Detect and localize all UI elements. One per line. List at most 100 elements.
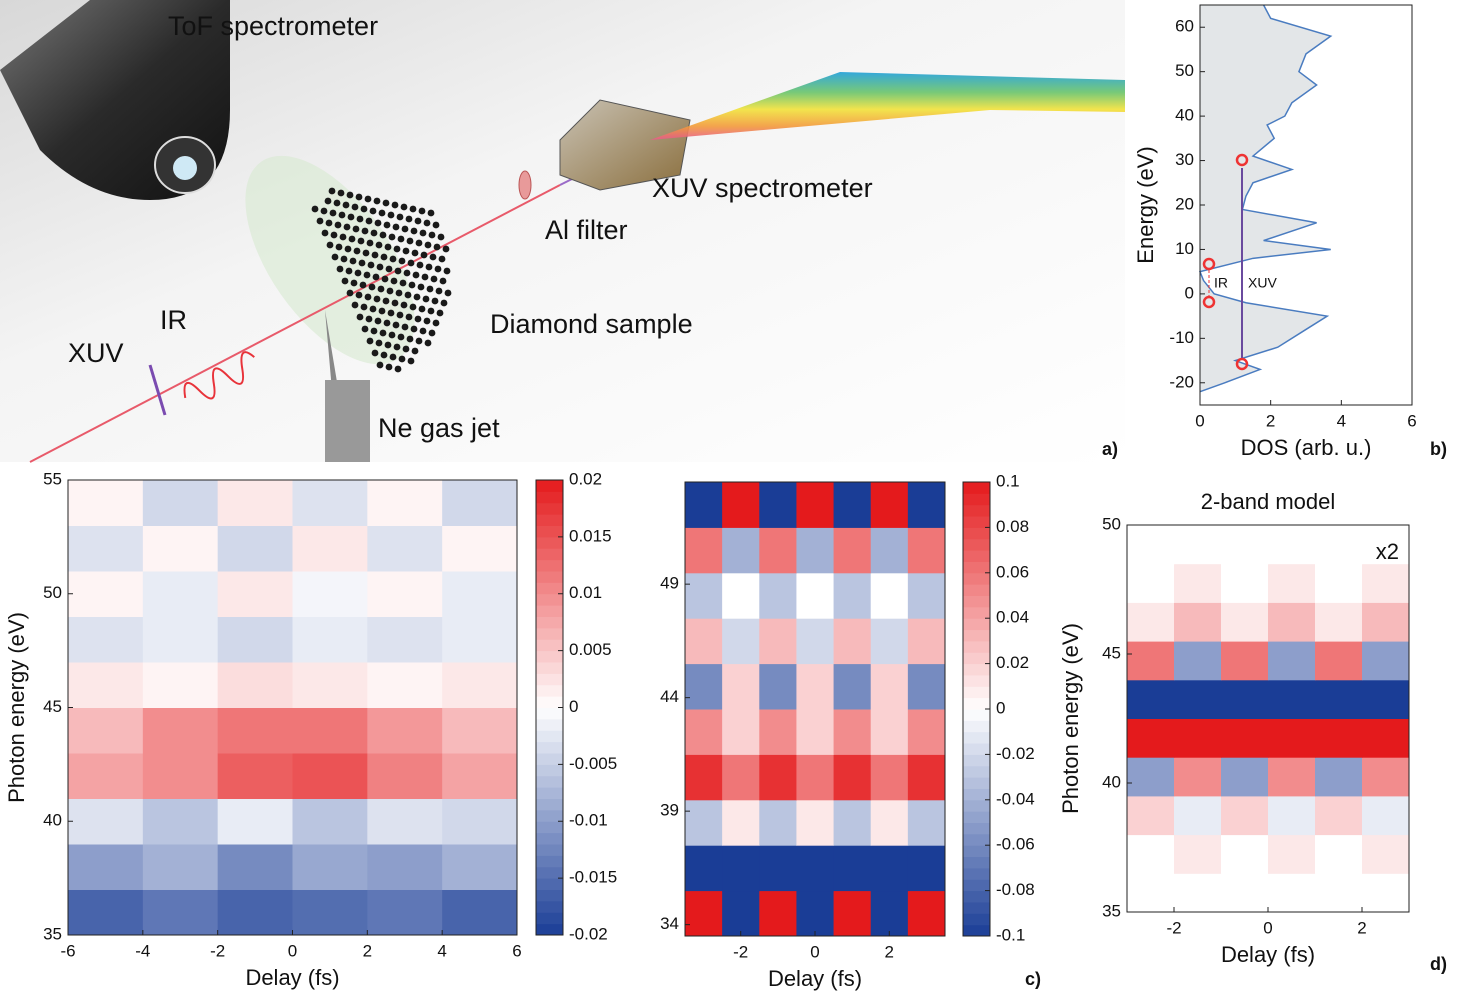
atom bbox=[425, 263, 433, 271]
atom bbox=[334, 221, 342, 229]
heatmap-cell bbox=[1362, 873, 1410, 913]
y-tick-label: 44 bbox=[660, 687, 679, 706]
y-tick-label: 0 bbox=[1185, 283, 1194, 302]
x-tick-label: 2 bbox=[1357, 918, 1366, 937]
xuv-pulse bbox=[148, 364, 167, 416]
label: XUV bbox=[68, 338, 124, 368]
atom bbox=[339, 233, 347, 241]
colorbar-segment bbox=[536, 878, 563, 890]
atom bbox=[330, 231, 338, 239]
atom bbox=[386, 287, 394, 295]
heatmap-cell bbox=[722, 845, 760, 892]
atom bbox=[361, 227, 369, 235]
atom bbox=[375, 241, 383, 249]
atom bbox=[422, 295, 430, 303]
heatmap-cell bbox=[796, 754, 835, 801]
heatmap-cell bbox=[870, 482, 909, 528]
colorbar-tick-label: 0 bbox=[569, 697, 578, 716]
heatmap-cell bbox=[1127, 525, 1175, 565]
colorbar-segment bbox=[963, 913, 990, 926]
heatmap-cell bbox=[442, 844, 518, 890]
x-tick-label: 0 bbox=[810, 942, 819, 961]
heatmap-cell bbox=[685, 754, 723, 801]
atom bbox=[394, 267, 402, 275]
atom bbox=[414, 315, 422, 323]
colorbar-tick-label: -0.04 bbox=[996, 789, 1035, 808]
atom bbox=[435, 287, 443, 295]
heatmap-cell bbox=[685, 618, 723, 665]
x-tick-label: 0 bbox=[1195, 411, 1204, 430]
heatmap-cell bbox=[217, 525, 293, 572]
heatmap-cell bbox=[1221, 873, 1269, 913]
atom bbox=[409, 303, 417, 311]
heatmap-cell bbox=[796, 482, 835, 528]
y-axis-label: Photon energy (eV) bbox=[4, 612, 29, 803]
heatmap-cell bbox=[907, 527, 946, 574]
atom bbox=[389, 353, 397, 361]
heatmap-cell bbox=[907, 799, 946, 846]
x-tick-label: 0 bbox=[1263, 918, 1272, 937]
atom bbox=[376, 263, 384, 271]
heatmap-cell bbox=[907, 618, 946, 665]
atom bbox=[359, 281, 367, 289]
chart-title: 2-band model bbox=[1201, 489, 1336, 514]
atom bbox=[432, 221, 440, 229]
atom bbox=[354, 269, 362, 277]
heatmap-cell bbox=[1362, 834, 1410, 874]
annotation: IR bbox=[1214, 275, 1228, 291]
heatmap-cell bbox=[442, 616, 518, 663]
atom bbox=[385, 265, 393, 273]
atom bbox=[342, 201, 350, 209]
heatmap-cell bbox=[1127, 679, 1175, 719]
heatmap-cell bbox=[722, 618, 760, 665]
panel-label: d) bbox=[1430, 954, 1447, 974]
atom bbox=[316, 217, 324, 225]
heatmap-cell bbox=[833, 754, 872, 801]
atom bbox=[406, 237, 414, 245]
atom bbox=[410, 227, 418, 235]
atom bbox=[346, 191, 354, 199]
atom bbox=[358, 259, 366, 267]
colorbar-tick-label: 0.005 bbox=[569, 640, 612, 659]
y-tick-label: 45 bbox=[43, 697, 62, 716]
colorbar-segment bbox=[963, 640, 990, 653]
atom bbox=[384, 243, 392, 251]
colorbar-segment bbox=[963, 686, 990, 699]
atom bbox=[360, 205, 368, 213]
y-tick-label: -10 bbox=[1169, 328, 1194, 347]
atom bbox=[365, 217, 373, 225]
heatmap-cell bbox=[367, 616, 443, 663]
heatmap-cell bbox=[759, 572, 797, 619]
colorbar-segment bbox=[963, 561, 990, 574]
colorbar-segment bbox=[963, 901, 990, 914]
heatmap-cell bbox=[833, 709, 872, 755]
heatmap-cell bbox=[759, 482, 797, 528]
heatmap-cell bbox=[1127, 757, 1175, 797]
colorbar-tick-label: -0.1 bbox=[996, 925, 1025, 944]
colorbar-segment bbox=[536, 832, 563, 845]
heatmap-cell bbox=[722, 709, 760, 755]
colorbar-segment bbox=[536, 480, 563, 492]
heatmap-cell bbox=[217, 616, 293, 663]
colorbar-segment bbox=[963, 504, 990, 517]
colorbar-segment bbox=[963, 527, 990, 540]
atom bbox=[387, 211, 395, 219]
heatmap-cell bbox=[685, 799, 723, 846]
colorbar-segment bbox=[536, 684, 563, 697]
colorbar-segment bbox=[536, 559, 563, 572]
colorbar-tick-label: -0.02 bbox=[996, 744, 1035, 763]
laser-beam bbox=[29, 184, 561, 463]
dos-line bbox=[1198, 4, 1333, 393]
heatmap-cell bbox=[1315, 718, 1363, 758]
atom bbox=[421, 273, 429, 281]
x-tick-label: -2 bbox=[1166, 918, 1181, 937]
heatmap-cell bbox=[68, 844, 144, 890]
heatmap-cell bbox=[759, 799, 797, 846]
colorbar-tick-label: 0 bbox=[996, 698, 1005, 717]
atom bbox=[373, 295, 381, 303]
colorbar-tick-label: -0.005 bbox=[569, 754, 617, 773]
heatmap-cell bbox=[1315, 641, 1363, 681]
y-tick-label: 35 bbox=[1102, 901, 1121, 920]
atom bbox=[364, 195, 372, 203]
heatmap-cell bbox=[1268, 757, 1316, 797]
